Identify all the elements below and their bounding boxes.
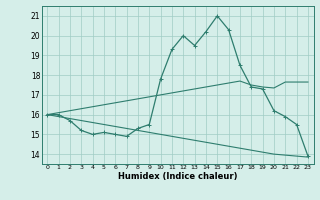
X-axis label: Humidex (Indice chaleur): Humidex (Indice chaleur) (118, 172, 237, 181)
